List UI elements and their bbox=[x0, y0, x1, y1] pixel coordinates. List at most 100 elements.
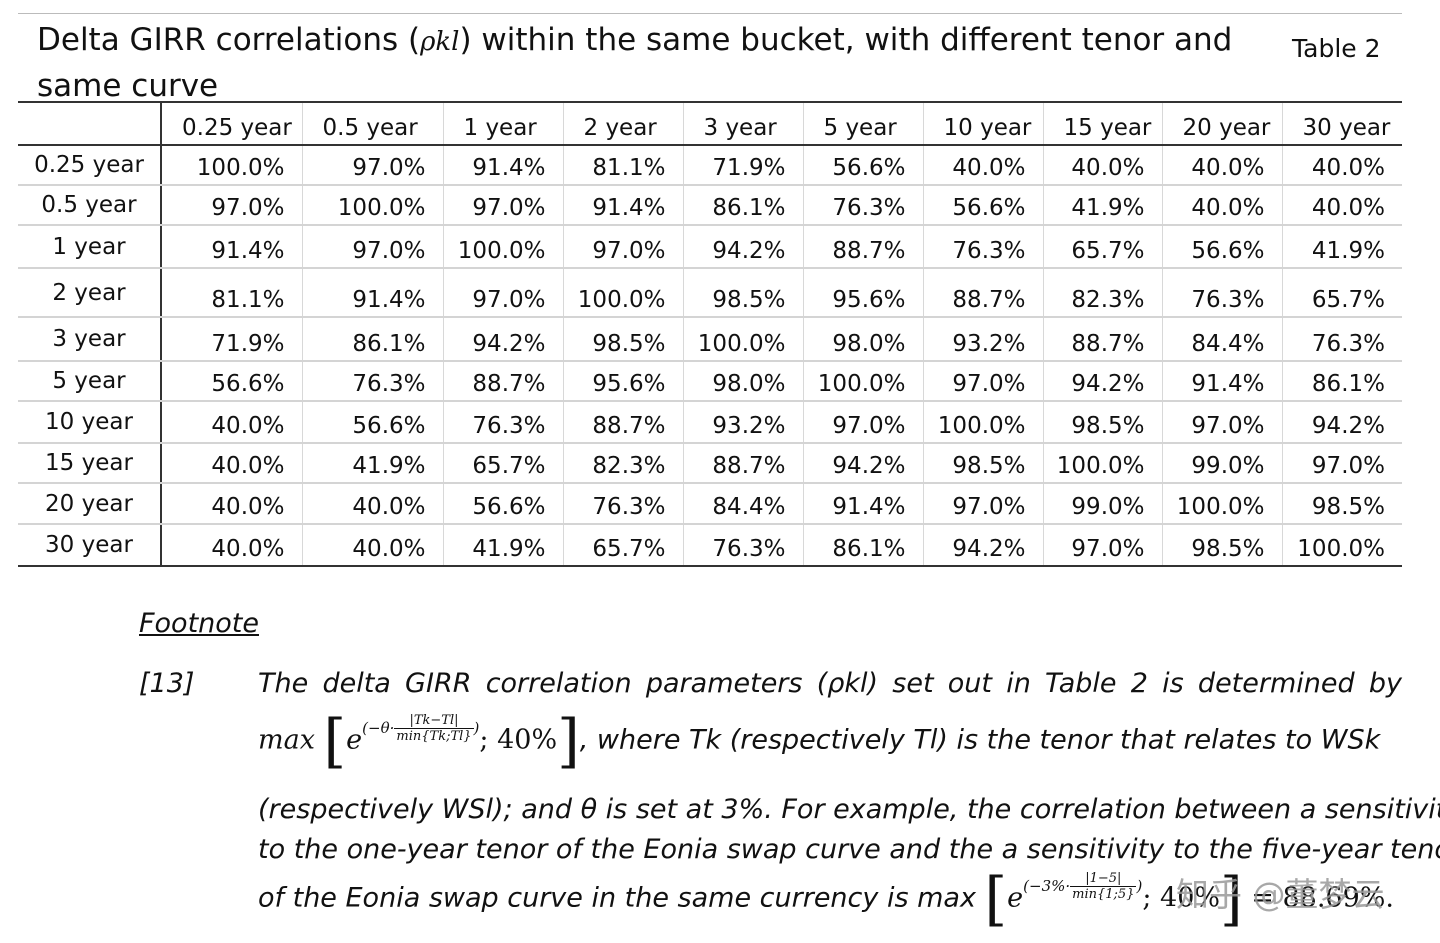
title-text-before: Delta GIRR correlations ( bbox=[37, 22, 421, 58]
correlation-cell: 40.0% bbox=[161, 483, 302, 525]
table-row: 20 year 40.0% 40.0% 56.6% 76.3% 84.4% 91.4% 97.… bbox=[18, 483, 1402, 525]
correlation-cell: 81.1% bbox=[161, 268, 302, 318]
correlation-cell: 76.3% bbox=[1281, 317, 1402, 362]
right-bracket: ] bbox=[557, 707, 580, 775]
correlation-cell: 76.3% bbox=[1161, 268, 1282, 318]
floor-value: ; 40% bbox=[479, 724, 558, 756]
column-header: 0.25 year bbox=[161, 101, 302, 146]
column-header: 2 year bbox=[562, 101, 683, 146]
correlation-cell: 95.6% bbox=[802, 268, 923, 318]
column-header: 10 year bbox=[922, 101, 1043, 146]
footnote-line-1: The delta GIRR correlation parameters (ρ… bbox=[258, 668, 1402, 699]
correlation-cell: 98.5% bbox=[682, 268, 803, 318]
table-row: 30 year 40.0% 40.0% 41.9% 65.7% 76.3% 86.1% 94.… bbox=[18, 524, 1402, 567]
correlation-cell: 76.3% bbox=[922, 225, 1043, 269]
correlation-cell: 100.0% bbox=[562, 268, 683, 318]
correlation-cell: 94.2% bbox=[802, 443, 923, 484]
footnote-line-5-text: of the Eonia swap curve in the same curr… bbox=[258, 882, 976, 914]
column-header: 0.5 year bbox=[301, 101, 443, 146]
left-bracket-example: [ bbox=[984, 865, 1008, 933]
column-header: 15 year bbox=[1042, 101, 1162, 146]
correlation-cell: 40.0% bbox=[1042, 145, 1162, 186]
correlation-cell: 91.4% bbox=[1161, 361, 1282, 402]
row-header: 5 year bbox=[18, 361, 162, 402]
correlation-cell: 94.2% bbox=[682, 225, 803, 269]
correlation-cell: 97.0% bbox=[301, 225, 443, 269]
correlation-cell: 84.4% bbox=[682, 483, 803, 525]
table-title: Delta GIRR correlations (ρkl) within the… bbox=[37, 18, 1267, 108]
correlation-cell: 76.3% bbox=[562, 483, 683, 525]
left-bracket: [ bbox=[323, 707, 347, 775]
correlation-cell: 98.5% bbox=[1281, 483, 1402, 525]
table-number-label: Table 2 bbox=[1292, 34, 1381, 63]
row-header: 0.25 year bbox=[18, 145, 162, 186]
correlation-cell: 40.0% bbox=[922, 145, 1043, 186]
exponent-example: (−3%· |1−5| min{1;5}) bbox=[1023, 871, 1143, 902]
footnote-line-2: max [e(−θ· |Tk−Tl| min{Tk;Tl}); 40%], wher… bbox=[258, 712, 1402, 784]
column-header: 20 year bbox=[1161, 101, 1282, 146]
correlation-cell: 97.0% bbox=[442, 268, 563, 318]
correlation-cell: 40.0% bbox=[1281, 145, 1402, 186]
example-fraction: |1−5| min{1;5} bbox=[1070, 871, 1137, 902]
correlation-cell: 100.0% bbox=[682, 317, 803, 362]
correlation-cell: 98.0% bbox=[802, 317, 923, 362]
correlation-cell: 40.0% bbox=[1281, 185, 1402, 226]
correlation-cell: 88.7% bbox=[682, 443, 803, 484]
row-header: 2 year bbox=[18, 268, 162, 318]
correlation-cell: 56.6% bbox=[442, 483, 563, 525]
correlation-cell: 40.0% bbox=[301, 483, 443, 525]
table-row: 1 year 91.4% 97.0% 100.0% 97.0% 94.2% 88.7% 76.… bbox=[18, 225, 1402, 269]
table-row: 10 year 40.0% 56.6% 76.3% 88.7% 93.2% 97.0% 100… bbox=[18, 401, 1402, 444]
correlation-cell: 71.9% bbox=[682, 145, 803, 186]
correlation-cell: 97.0% bbox=[301, 145, 443, 186]
correlation-cell: 100.0% bbox=[1161, 483, 1282, 525]
correlation-cell: 71.9% bbox=[161, 317, 302, 362]
correlation-cell: 88.7% bbox=[562, 401, 683, 444]
correlation-cell: 56.6% bbox=[301, 401, 443, 444]
correlation-cell: 99.0% bbox=[1042, 483, 1162, 525]
footnote-line-2-text: , where Tk (respectively Tl) is the teno… bbox=[579, 724, 1381, 756]
correlation-cell: 94.2% bbox=[922, 524, 1043, 567]
correlation-cell: 100.0% bbox=[922, 401, 1043, 444]
column-header: 5 year bbox=[802, 101, 923, 146]
correlation-cell: 65.7% bbox=[442, 443, 563, 484]
correlation-cell: 76.3% bbox=[301, 361, 443, 402]
correlation-cell: 56.6% bbox=[802, 145, 923, 186]
correlation-cell: 41.9% bbox=[1042, 185, 1162, 226]
watermark: 知乎 @董梦云 bbox=[1176, 875, 1385, 914]
exponent: (−θ· |Tk−Tl| min{Tk;Tl}) bbox=[362, 713, 480, 744]
row-header: 10 year bbox=[18, 401, 162, 444]
max-operator: max bbox=[258, 724, 315, 756]
correlation-cell: 82.3% bbox=[562, 443, 683, 484]
row-header: 0.5 year bbox=[18, 185, 162, 226]
correlation-cell: 88.7% bbox=[922, 268, 1043, 318]
correlation-cell: 56.6% bbox=[922, 185, 1043, 226]
table-body: 0.25 year 100.0% 97.0% 91.4% 81.1% 71.9% 56.6%… bbox=[18, 145, 1402, 567]
footnote-line-3: (respectively WSl); and θ is set at 3%. … bbox=[258, 794, 1440, 825]
exp-base-example: e bbox=[1007, 882, 1024, 914]
correlation-cell: 97.0% bbox=[161, 185, 302, 226]
footnote-number: [13] bbox=[139, 668, 195, 699]
correlation-cell: 100.0% bbox=[442, 225, 563, 269]
correlation-cell: 84.4% bbox=[1161, 317, 1282, 362]
correlation-cell: 100.0% bbox=[301, 185, 443, 226]
correlation-cell: 81.1% bbox=[562, 145, 683, 186]
row-header: 15 year bbox=[18, 443, 162, 484]
row-header: 30 year bbox=[18, 524, 162, 567]
correlation-cell: 91.4% bbox=[442, 145, 563, 186]
correlation-cell: 86.1% bbox=[802, 524, 923, 567]
correlation-cell: 41.9% bbox=[301, 443, 443, 484]
correlation-cell: 95.6% bbox=[562, 361, 683, 402]
correlation-cell: 91.4% bbox=[301, 268, 443, 318]
correlation-cell: 97.0% bbox=[1042, 524, 1162, 567]
correlation-cell: 100.0% bbox=[1281, 524, 1402, 567]
table-row: 5 year 56.6% 76.3% 88.7% 95.6% 98.0% 100.0% 97.… bbox=[18, 361, 1402, 402]
tenor-fraction: |Tk−Tl| min{Tk;Tl} bbox=[394, 713, 474, 744]
correlation-cell: 98.5% bbox=[922, 443, 1043, 484]
correlation-cell: 41.9% bbox=[1281, 225, 1402, 269]
correlation-cell: 91.4% bbox=[161, 225, 302, 269]
correlation-cell: 88.7% bbox=[442, 361, 563, 402]
table-row: 15 year 40.0% 41.9% 65.7% 82.3% 88.7% 94.2% 98.… bbox=[18, 443, 1402, 484]
footnote-line-4: to the one-year tenor of the Eonia swap … bbox=[258, 834, 1440, 865]
correlation-cell: 98.0% bbox=[682, 361, 803, 402]
